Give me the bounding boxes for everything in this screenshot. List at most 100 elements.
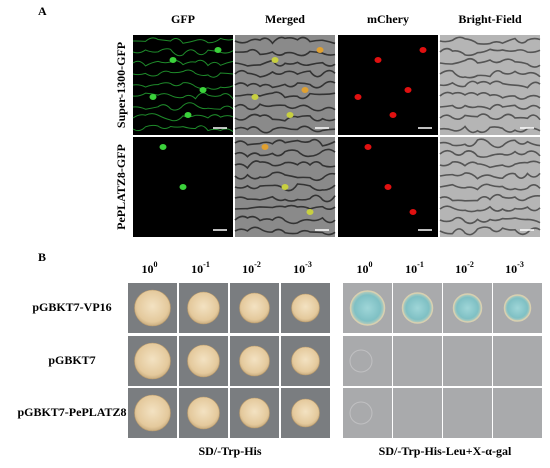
plate bbox=[443, 336, 492, 386]
cell-wall bbox=[234, 148, 336, 158]
nucleus bbox=[199, 87, 207, 93]
colony bbox=[503, 294, 532, 322]
nucleus bbox=[354, 94, 362, 100]
colony bbox=[134, 394, 171, 432]
micrograph-detail bbox=[439, 138, 541, 236]
dilution-header: 100 bbox=[142, 260, 158, 276]
plate bbox=[493, 336, 542, 386]
strain-label: pGBKT7 bbox=[48, 353, 95, 367]
column-header: Merged bbox=[265, 12, 305, 26]
cell-wall bbox=[439, 103, 541, 111]
cell-wall bbox=[234, 125, 336, 134]
plate bbox=[343, 336, 392, 386]
cell-wall bbox=[234, 36, 336, 45]
micrograph-detail bbox=[132, 37, 234, 132]
colony bbox=[187, 344, 220, 378]
column-header: GFP bbox=[171, 12, 195, 26]
cell-wall bbox=[439, 193, 541, 202]
cell-wall bbox=[439, 183, 541, 191]
cell-wall bbox=[234, 204, 336, 211]
plate bbox=[493, 388, 542, 438]
micrograph-detail bbox=[364, 144, 432, 231]
micrograph-detail bbox=[234, 36, 336, 134]
colony bbox=[239, 397, 270, 429]
column-header: mChery bbox=[367, 12, 409, 26]
colony bbox=[291, 346, 320, 376]
medium-label: SD/-Trp-His-Leu+X-α-gal bbox=[379, 444, 512, 458]
column-header: Bright-Field bbox=[458, 12, 522, 26]
colony bbox=[291, 398, 320, 428]
colony bbox=[239, 345, 270, 377]
nucleus bbox=[404, 87, 412, 93]
nucleus bbox=[261, 144, 269, 150]
cell-wall bbox=[439, 226, 541, 236]
nucleus bbox=[306, 209, 314, 215]
cell-wall bbox=[439, 205, 541, 213]
cell-wall bbox=[439, 69, 541, 79]
cell-wall bbox=[234, 138, 336, 147]
cell-wall bbox=[439, 216, 541, 225]
cell-wall bbox=[132, 59, 234, 67]
cell-wall bbox=[439, 125, 541, 134]
cell-wall bbox=[439, 47, 541, 57]
cell-wall bbox=[439, 138, 541, 149]
nucleus bbox=[271, 57, 279, 63]
nucleus bbox=[184, 112, 192, 118]
colony bbox=[452, 293, 483, 323]
cell-wall bbox=[439, 113, 541, 121]
cell-wall bbox=[132, 113, 234, 122]
nucleus bbox=[179, 184, 187, 190]
dilution-header: 10-2 bbox=[242, 260, 261, 276]
nucleus bbox=[159, 144, 167, 150]
colony bbox=[134, 342, 171, 380]
strain-label: pGBKT7-PePLATZ8 bbox=[17, 405, 126, 419]
nucleus bbox=[301, 87, 309, 93]
nucleus bbox=[281, 184, 289, 190]
cell-wall bbox=[439, 91, 541, 100]
cell-wall bbox=[439, 172, 541, 180]
nucleus bbox=[251, 94, 259, 100]
micrograph-detail bbox=[439, 36, 541, 134]
cell-wall bbox=[234, 113, 336, 122]
micrograph-detail bbox=[354, 47, 432, 129]
cell-wall bbox=[234, 80, 336, 89]
cell-wall bbox=[439, 80, 541, 89]
row-label: Super-1300-GFP bbox=[114, 42, 128, 128]
plate bbox=[343, 388, 392, 438]
colony bbox=[349, 290, 386, 326]
colony bbox=[401, 292, 434, 324]
nucleus bbox=[384, 184, 392, 190]
colony bbox=[291, 293, 320, 323]
cell-wall bbox=[439, 57, 541, 68]
panel-label: A bbox=[38, 4, 47, 18]
cell-wall bbox=[234, 69, 336, 78]
cell-wall bbox=[234, 194, 336, 203]
strain-label: pGBKT7-VP16 bbox=[32, 300, 111, 314]
dilution-header: 10-3 bbox=[505, 260, 524, 276]
cell-wall bbox=[132, 69, 234, 78]
cell-wall bbox=[234, 215, 336, 225]
micrograph-detail bbox=[159, 144, 227, 231]
cell-wall bbox=[234, 103, 336, 112]
dilution-header: 10-3 bbox=[293, 260, 312, 276]
dilution-header: 100 bbox=[357, 260, 373, 276]
nucleus bbox=[409, 209, 417, 215]
micrograph-detail bbox=[234, 138, 336, 236]
colony bbox=[239, 292, 270, 324]
nucleus bbox=[419, 47, 427, 53]
cell-wall bbox=[132, 102, 234, 111]
colony bbox=[134, 289, 171, 327]
nucleus bbox=[374, 57, 382, 63]
plate bbox=[393, 336, 442, 386]
cell-wall bbox=[439, 36, 541, 45]
cell-wall bbox=[234, 160, 336, 170]
colony bbox=[187, 396, 220, 430]
cell-wall bbox=[234, 226, 336, 236]
nucleus bbox=[149, 94, 157, 100]
nucleus bbox=[364, 144, 372, 150]
nucleus bbox=[389, 112, 397, 118]
dilution-header: 10-1 bbox=[191, 260, 210, 276]
cell-wall bbox=[132, 92, 234, 100]
colony-trace bbox=[349, 401, 373, 425]
